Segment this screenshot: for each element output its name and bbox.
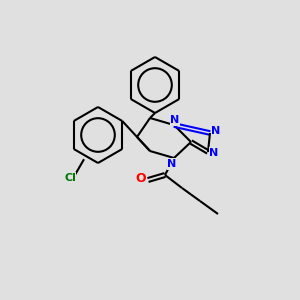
Text: N: N xyxy=(167,159,177,169)
Text: N: N xyxy=(212,126,220,136)
Text: N: N xyxy=(209,148,219,158)
Text: O: O xyxy=(136,172,146,185)
Text: Cl: Cl xyxy=(64,172,76,183)
Text: N: N xyxy=(170,115,180,125)
